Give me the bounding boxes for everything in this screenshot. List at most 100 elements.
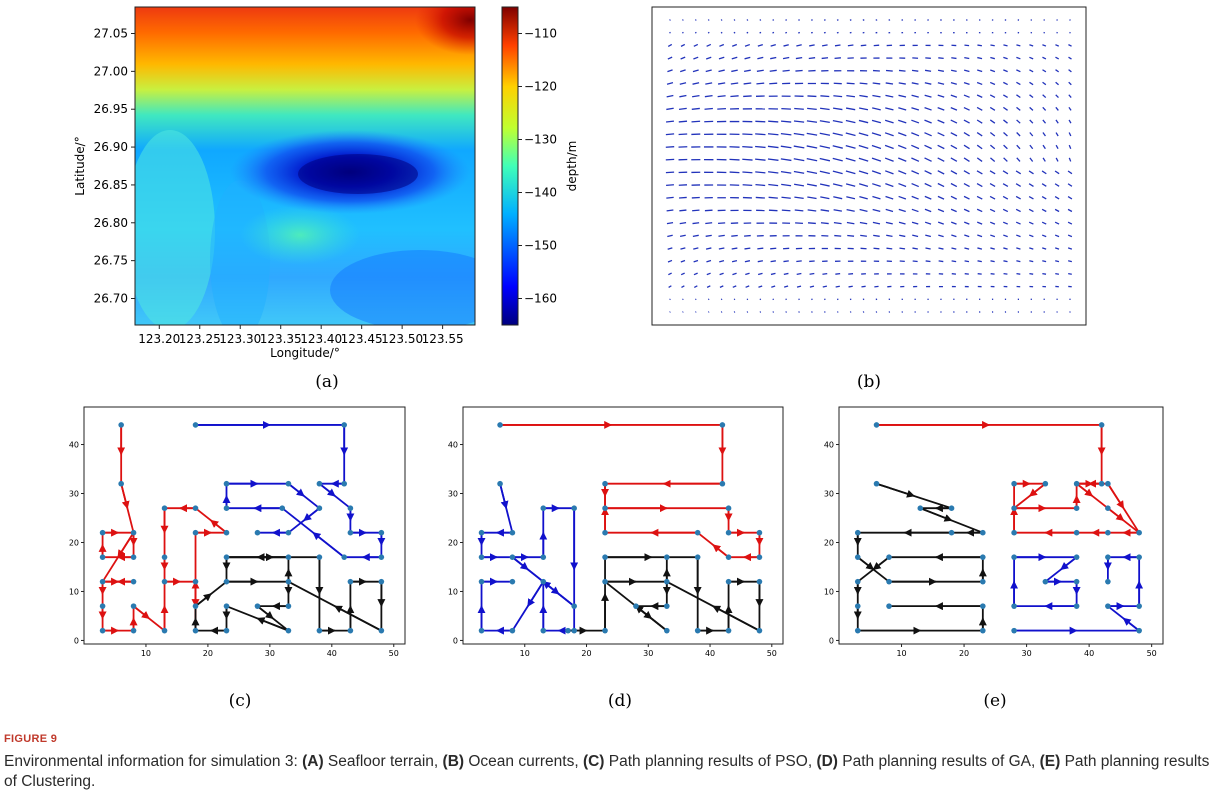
current-vector [845,183,856,187]
current-vector [1029,234,1034,238]
current-vector [976,144,983,150]
current-vector [1002,183,1009,188]
current-vector [730,82,739,85]
current-vector [806,170,818,174]
current-vector [806,157,818,162]
current-vector [759,311,762,313]
current-vector [682,31,684,34]
caption-key-a: (A) [302,753,324,770]
waypoint-node [478,529,485,536]
current-vector [794,107,804,110]
waypoint-node [378,529,385,536]
current-vector [964,247,970,250]
current-vector [794,209,804,212]
current-vector [669,311,671,313]
current-vector [871,144,882,150]
current-vector [1002,170,1009,175]
colorbar-ticks: −110 −120 −130 −140 −150 −160 [518,27,557,306]
ocean-currents-panel [651,6,1087,326]
current-vector [937,94,945,98]
current-vector [1016,94,1021,99]
current-vector [1042,144,1046,150]
waypoint-node [509,529,516,536]
current-vector [963,144,970,150]
current-vector [705,247,712,250]
current-vector [924,221,932,225]
waypoint-node [1098,480,1105,487]
current-vector [755,171,766,174]
current-vector [924,69,932,72]
current-vector [1029,56,1034,60]
current-vector [794,183,805,187]
current-vector [1003,132,1008,137]
current-vector [925,260,931,263]
current-vector [898,195,907,200]
current-vector [1029,132,1034,137]
caption-key-e: (E) [1039,753,1061,770]
waypoint-node [725,554,732,560]
current-vector [1003,69,1008,73]
current-vector [806,145,818,149]
waypoint-node [99,529,106,536]
terrain-heatmap-panel: 123.20123.25123.30123.35123.40123.45123.… [73,6,579,360]
current-vector [744,234,751,237]
waypoint-node [316,505,323,511]
current-vector [780,170,792,174]
path-arrow-black [857,556,875,571]
current-vector [912,247,918,250]
current-vector [820,209,830,212]
waypoint-node [886,603,892,609]
current-vector [845,144,856,149]
current-vector [695,311,697,313]
current-vector [1003,81,1008,86]
waypoint-node [118,422,124,428]
current-vector [989,195,996,200]
current-vector [1029,144,1034,150]
waypoint-node [948,505,955,511]
current-vector [951,260,957,263]
current-vector [771,285,776,288]
current-vector [1002,94,1008,99]
waypoint-node [1136,529,1142,536]
current-vector [963,170,970,175]
current-vector [924,208,932,213]
waypoint-node [1105,480,1111,487]
current-vector [819,157,831,162]
waypoint-node [347,529,354,536]
terrain-heatmap-image [135,7,475,325]
path-arrow-black [256,617,289,632]
current-vector [767,158,779,161]
waypoint-node [756,529,763,536]
current-vector [847,44,854,47]
waypoint-node [478,578,485,585]
current-vector [705,82,713,85]
current-vector [847,234,855,237]
current-vector [733,298,736,301]
waypoint-node [1073,505,1080,511]
xtick-label: 40 [1084,649,1094,658]
current-vector [1016,106,1021,111]
panel-label-e: (e) [983,691,1006,711]
current-vector [785,31,788,34]
current-vector [666,196,674,199]
current-vector [885,208,894,213]
current-vector [1002,221,1008,225]
waypoint-node [130,554,137,560]
current-vector [1028,183,1034,187]
current-vector [820,222,829,225]
waypoint-node [192,578,199,585]
current-vector [811,19,813,21]
waypoint-node [509,627,516,634]
current-vector [782,69,790,72]
current-vector [964,260,970,263]
current-vector [832,119,843,124]
waypoint-node [540,554,547,560]
current-vector [730,95,739,98]
current-vector [938,247,944,250]
current-vector [680,56,686,60]
current-vector [796,44,802,47]
current-vector [859,208,868,212]
current-vector [1029,94,1034,99]
waypoint-node [99,578,106,585]
current-vector [768,120,779,123]
